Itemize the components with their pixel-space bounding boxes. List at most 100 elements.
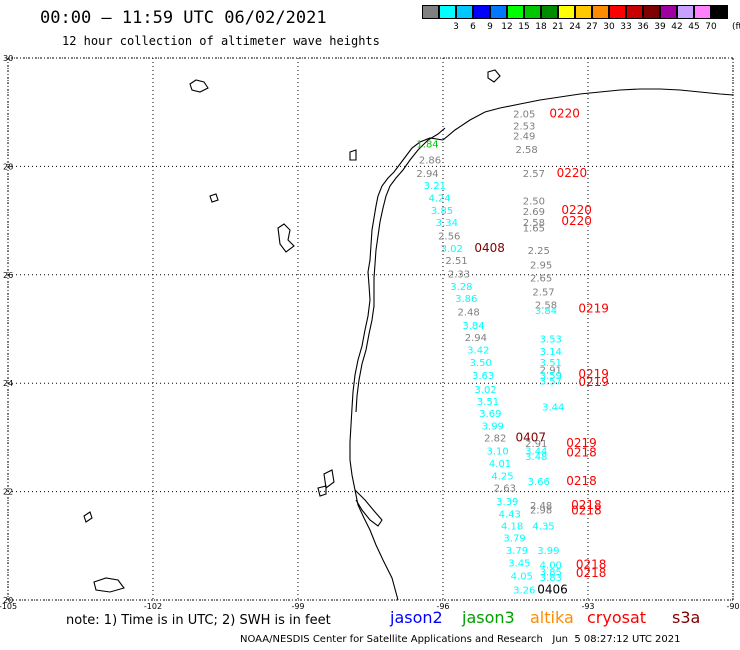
island-e — [349, 149, 357, 161]
latitude-label: 28 — [3, 162, 13, 171]
upper-coast — [442, 88, 734, 141]
color-swatch-label: 24 — [569, 22, 581, 32]
wave-height-label: 2.33 — [448, 270, 470, 281]
color-swatch — [575, 5, 592, 19]
wave-height-label: 3.85 — [540, 568, 562, 579]
pass-time-label: 0219 — [578, 302, 609, 316]
satellite-legend-jason2: jason2 — [390, 608, 443, 627]
latitude-label: 22 — [3, 488, 13, 497]
pass-time-label: 0218 — [576, 558, 607, 572]
wave-height-label: 2.56 — [438, 232, 460, 243]
wave-height-label: 4.35 — [532, 522, 554, 533]
wave-height-label: 1.65 — [523, 223, 545, 234]
wave-height-label: 3.44 — [525, 447, 547, 458]
color-swatch — [524, 5, 541, 19]
wave-height-label: 4.05 — [511, 571, 533, 582]
wave-height-label: 2.94 — [465, 333, 487, 344]
wave-height-label: 3.10 — [487, 447, 509, 458]
wave-height-label: 2.86 — [419, 156, 441, 167]
wave-height-label: 2.95 — [530, 260, 552, 271]
wave-height-label: 4.01 — [489, 459, 511, 470]
wave-height-label: 3.51 — [540, 358, 562, 369]
wave-height-label: 3.99 — [537, 546, 559, 557]
color-swatch-label: 45 — [688, 22, 700, 32]
wave-height-label: 2.57 — [523, 169, 545, 180]
color-swatch-label: 12 — [501, 22, 513, 32]
wave-height-label: 2.51 — [445, 256, 467, 267]
wave-height-label: 2.58 — [523, 218, 545, 229]
wave-height-label: 2.48 — [530, 501, 552, 512]
wave-height-label: 3.48 — [525, 452, 547, 463]
color-swatch-label: 70 — [705, 22, 717, 32]
color-swatch — [439, 5, 456, 19]
color-swatch-label: 27 — [586, 22, 598, 32]
wave-height-label: 2.94 — [416, 169, 438, 180]
wave-height-label: 3.63 — [472, 371, 494, 382]
color-swatch — [643, 5, 660, 19]
wave-height-label: 3.79 — [506, 546, 528, 557]
wave-height-label: 2.91 — [525, 439, 547, 450]
wave-height-label: 2.98 — [530, 505, 552, 516]
color-swatch — [422, 5, 439, 19]
latitude-label: 20 — [3, 596, 13, 605]
pass-time-label: 0220 — [557, 166, 588, 180]
color-swatch-label: 21 — [552, 22, 564, 32]
wave-height-label: 3.57 — [540, 376, 562, 387]
island-b — [487, 69, 501, 83]
island-i — [317, 485, 327, 497]
map-subtitle: 12 hour collection of altimeter wave hei… — [62, 34, 380, 48]
wave-height-label: 3.53 — [540, 335, 562, 346]
wave-height-label: 3.26 — [513, 585, 535, 596]
island-d — [209, 193, 219, 203]
color-swatch — [609, 5, 626, 19]
pass-time-label: 0219 — [566, 436, 597, 450]
island-a — [189, 79, 209, 93]
color-swatch-label: 18 — [535, 22, 547, 32]
longitude-label: -102 — [144, 602, 162, 611]
wave-height-label: 4.25 — [491, 472, 513, 483]
latitude-label: 24 — [3, 379, 13, 388]
footer-note: note: 1) Time is in UTC; 2) SWH is in fe… — [66, 613, 331, 628]
color-swatch-label: 33 — [620, 22, 632, 32]
wave-height-label: 3.50 — [470, 358, 492, 369]
color-swatch — [711, 5, 728, 19]
wave-height-label: 3.42 — [467, 345, 489, 356]
color-swatch-label: 6 — [470, 22, 476, 32]
pass-time-label: 0407 — [516, 431, 547, 445]
wave-height-label: 3.21 — [424, 181, 446, 192]
wave-height-label: 2.63 — [494, 484, 516, 495]
wave-height-label: 3.44 — [542, 402, 564, 413]
color-swatch — [558, 5, 575, 19]
color-swatch-label: 36 — [637, 22, 649, 32]
wave-height-label: 2.58 — [516, 145, 538, 156]
color-swatch — [473, 5, 490, 19]
wave-height-label: 3.66 — [528, 477, 550, 488]
pass-time-label: 0218 — [576, 566, 607, 580]
color-scale-unit: (ft) — [732, 22, 740, 32]
gulf-coastline — [349, 137, 444, 601]
wave-height-label: 2.91 — [540, 365, 562, 376]
wave-height-label: 2.82 — [484, 434, 506, 445]
satellite-legend-s3a: s3a — [672, 608, 701, 627]
satellite-legend-cryosat: cryosat — [587, 608, 647, 627]
wave-height-label: 3.51 — [477, 397, 499, 408]
credit-line: NOAA/NESDIS Center for Satellite Applica… — [240, 634, 681, 645]
wave-height-label: 2.48 — [458, 307, 480, 318]
wave-height-label: 2.50 — [523, 196, 545, 207]
longitude-label: -99 — [291, 602, 304, 611]
wave-height-label: 2.58 — [535, 300, 557, 311]
island-c — [277, 223, 295, 253]
satellite-legend-altika: altika — [530, 608, 574, 627]
pass-time-label: 0219 — [578, 375, 609, 389]
wave-height-label: 3.99 — [482, 421, 504, 432]
wave-height-label: 3.84 — [535, 306, 557, 317]
wave-height-label: 3.59 — [540, 371, 562, 382]
color-swatch-label: 42 — [671, 22, 683, 32]
color-swatch — [626, 5, 643, 19]
wave-height-label: 3.79 — [503, 533, 525, 544]
wave-height-label: 4.43 — [499, 510, 521, 521]
wave-height-label: 3.83 — [540, 573, 562, 584]
wave-height-label: 1.84 — [416, 139, 438, 150]
color-swatch — [660, 5, 677, 19]
